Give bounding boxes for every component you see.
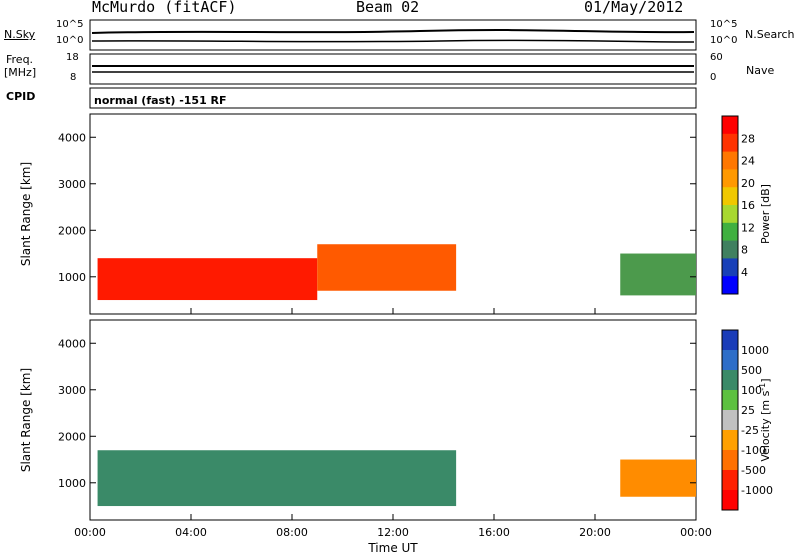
nave-label: Nave <box>746 64 775 77</box>
ytick-label: 1000 <box>58 477 86 490</box>
nsearch-trace <box>91 39 695 43</box>
power-colorbar-tick-label: 12 <box>741 221 755 234</box>
velocity-colorbar-label-text: Velocity [m s <box>759 390 772 461</box>
power-colorbar: 28 24 20 16 12 8 4 <box>721 115 755 295</box>
power-colorbar-segment <box>722 205 738 224</box>
xtick-label: 04:00 <box>175 526 207 539</box>
ytick-label: 1000 <box>58 271 86 284</box>
power-colorbar-segment <box>722 116 738 135</box>
nsearch-label: N.Search <box>745 28 795 41</box>
velocity-colorbar: 1000 500 100 25 -25 -100 -500 -1000 <box>721 329 773 511</box>
power-colorbar-label: Power [dB] <box>759 184 772 244</box>
xtick-label: 20:00 <box>579 526 611 539</box>
power-colorbar-segment <box>722 169 738 188</box>
ytick-label: 2000 <box>58 430 86 443</box>
power-colorbar-tick-label: 4 <box>741 266 748 279</box>
power-colorbar-frame <box>721 115 739 295</box>
xtick-label: 08:00 <box>276 526 308 539</box>
power-region-strong-echo <box>97 258 318 301</box>
velocity-colorbar-label: Velocity [m s-1] <box>758 378 772 461</box>
freq-tick-low: 8 <box>70 72 77 83</box>
x-axis-label: Time UT <box>367 541 418 554</box>
power-colorbar-tick-label: 28 <box>741 132 755 145</box>
date-label: 01/May/2012 <box>584 0 684 16</box>
freq-panel <box>89 53 697 85</box>
velocity-colorbar-tick-label: -25 <box>741 424 759 437</box>
power-region-echo-late <box>620 253 696 296</box>
freq-label: Freq. <box>6 53 34 66</box>
velocity-colorbar-tick-label: -500 <box>741 464 766 477</box>
power-ylabel: Slant Range [km] <box>19 162 33 266</box>
velocity-colorbar-segment <box>722 430 738 451</box>
velocity-colorbar-segment <box>722 370 738 391</box>
nsearch-tick-low: 10^0 <box>710 35 738 46</box>
velocity-colorbar-segment <box>722 470 738 491</box>
nsky-tick-low: 10^0 <box>56 35 84 46</box>
station-title: McMurdo (fitACF) <box>92 0 237 16</box>
power-colorbar-segment <box>722 240 738 259</box>
velocity-colorbar-tick-label: 1000 <box>741 344 769 357</box>
cpid-value: normal (fast) -151 RF <box>94 94 227 107</box>
velocity-colorbar-segment <box>722 330 738 351</box>
velocity-region-receding-patch <box>620 459 696 497</box>
velocity-colorbar-tick-label: -1000 <box>741 484 773 497</box>
velocity-colorbar-tick-label: -100 <box>741 444 766 457</box>
power-colorbar-tick-label: 16 <box>741 199 755 212</box>
nsky-label: N.Sky <box>4 28 36 41</box>
velocity-colorbar-segment <box>722 390 738 411</box>
ytick-label: 3000 <box>58 384 86 397</box>
velocity-colorbar-segment <box>722 450 738 471</box>
velocity-region-negative-velocity-band <box>97 450 457 507</box>
ytick-label: 2000 <box>58 224 86 237</box>
nave-tick-high: 60 <box>710 52 723 63</box>
velocity-colorbar-frame <box>721 329 739 511</box>
power-colorbar-tick-label: 24 <box>741 155 755 168</box>
nsky-panel <box>89 19 697 51</box>
velocity-colorbar-tick-label: 500 <box>741 364 762 377</box>
xtick-label: 12:00 <box>377 526 409 539</box>
power-region-echo-mid <box>317 244 457 291</box>
velocity-colorbar-segment <box>722 350 738 371</box>
velocity-colorbar-tick-label: 100 <box>741 384 762 397</box>
beam-label: Beam 02 <box>356 0 420 16</box>
nave-tick-low: 0 <box>710 72 717 83</box>
power-colorbar-segment <box>722 151 738 170</box>
nsky-trace <box>91 29 695 34</box>
ytick-label: 3000 <box>58 178 86 191</box>
power-colorbar-tick-label: 8 <box>741 244 748 257</box>
power-colorbar-tick-label: 20 <box>741 177 755 190</box>
velocity-colorbar-label-end: ] <box>759 378 772 382</box>
xtick-label: 00:00 <box>74 526 106 539</box>
nsky-tick-high: 10^5 <box>56 19 84 30</box>
freq-tick-high: 18 <box>66 52 79 63</box>
power-marks <box>97 244 696 301</box>
power-colorbar-segment <box>722 258 738 277</box>
freq-unit-label: [MHz] <box>4 66 37 79</box>
cpid-panel <box>89 87 697 109</box>
power-colorbar-segment <box>722 187 738 206</box>
xtick-label: 16:00 <box>478 526 510 539</box>
xtick-label: 00:00 <box>680 526 712 539</box>
power-colorbar-segment <box>722 222 738 242</box>
velocity-ylabel: Slant Range [km] <box>19 368 33 472</box>
nsearch-tick-high: 10^5 <box>710 19 738 30</box>
velocity-colorbar-segment <box>722 490 738 511</box>
power-colorbar-segment <box>722 276 738 295</box>
axis-ticks: 1000 2000 3000 4000 1000 2000 3000 4000 00:00 04:… <box>58 131 712 539</box>
cpid-label: CPID <box>6 90 36 103</box>
ytick-label: 4000 <box>58 337 86 350</box>
ytick-label: 4000 <box>58 131 86 144</box>
power-colorbar-segment <box>722 133 738 153</box>
velocity-colorbar-tick-label: 25 <box>741 404 755 417</box>
velocity-colorbar-segment <box>722 410 738 431</box>
velocity-marks <box>97 450 696 507</box>
velocity-colorbar-label-sup: -1 <box>758 383 767 391</box>
